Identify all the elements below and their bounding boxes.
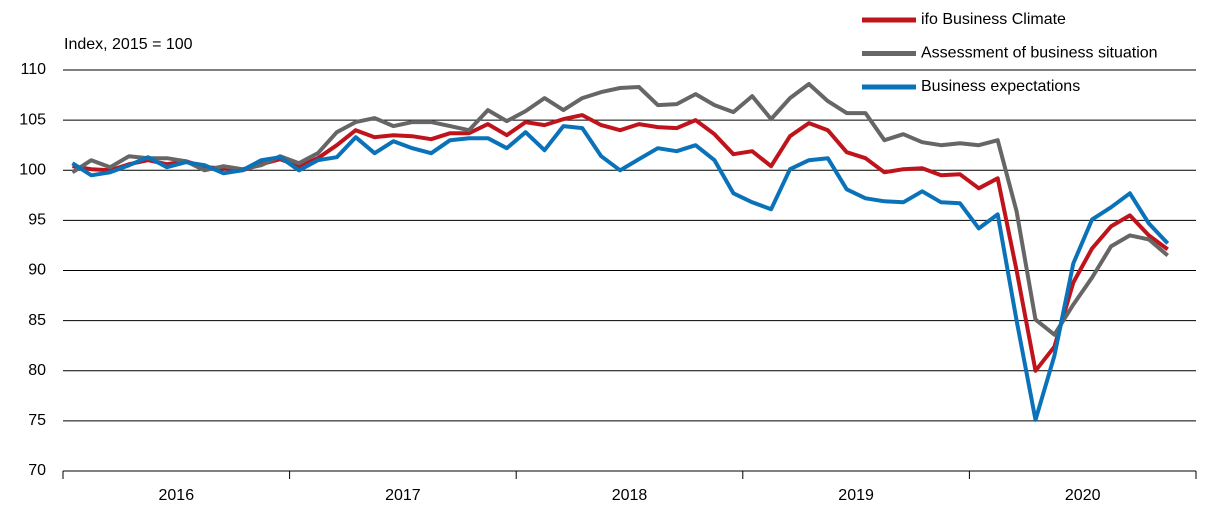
y-tick-label: 70: [28, 462, 46, 479]
legend-label: Assessment of business situation: [921, 45, 1158, 62]
x-tick-label: 2016: [159, 487, 195, 504]
legend-label: Business expectations: [921, 78, 1080, 95]
y-tick-label: 85: [28, 312, 46, 329]
legend-label: ifo Business Climate: [921, 11, 1066, 28]
x-tick-label: 2018: [612, 487, 648, 504]
x-tick-label: 2019: [838, 487, 874, 504]
y-tick-label: 100: [19, 161, 46, 178]
y-tick-label: 90: [28, 262, 46, 279]
y-tick-label: 110: [20, 61, 46, 78]
y-tick-label: 105: [19, 111, 46, 128]
series-line: [71, 82, 1169, 337]
x-tick-label: 2020: [1065, 487, 1101, 504]
x-tick-label: 2017: [385, 487, 421, 504]
y-axis-label: Index, 2015 = 100: [64, 36, 193, 53]
y-tick-label: 80: [28, 362, 46, 379]
series-line: [71, 124, 1170, 422]
y-tick-label: 75: [28, 412, 46, 429]
y-tick-label: 95: [28, 212, 46, 229]
